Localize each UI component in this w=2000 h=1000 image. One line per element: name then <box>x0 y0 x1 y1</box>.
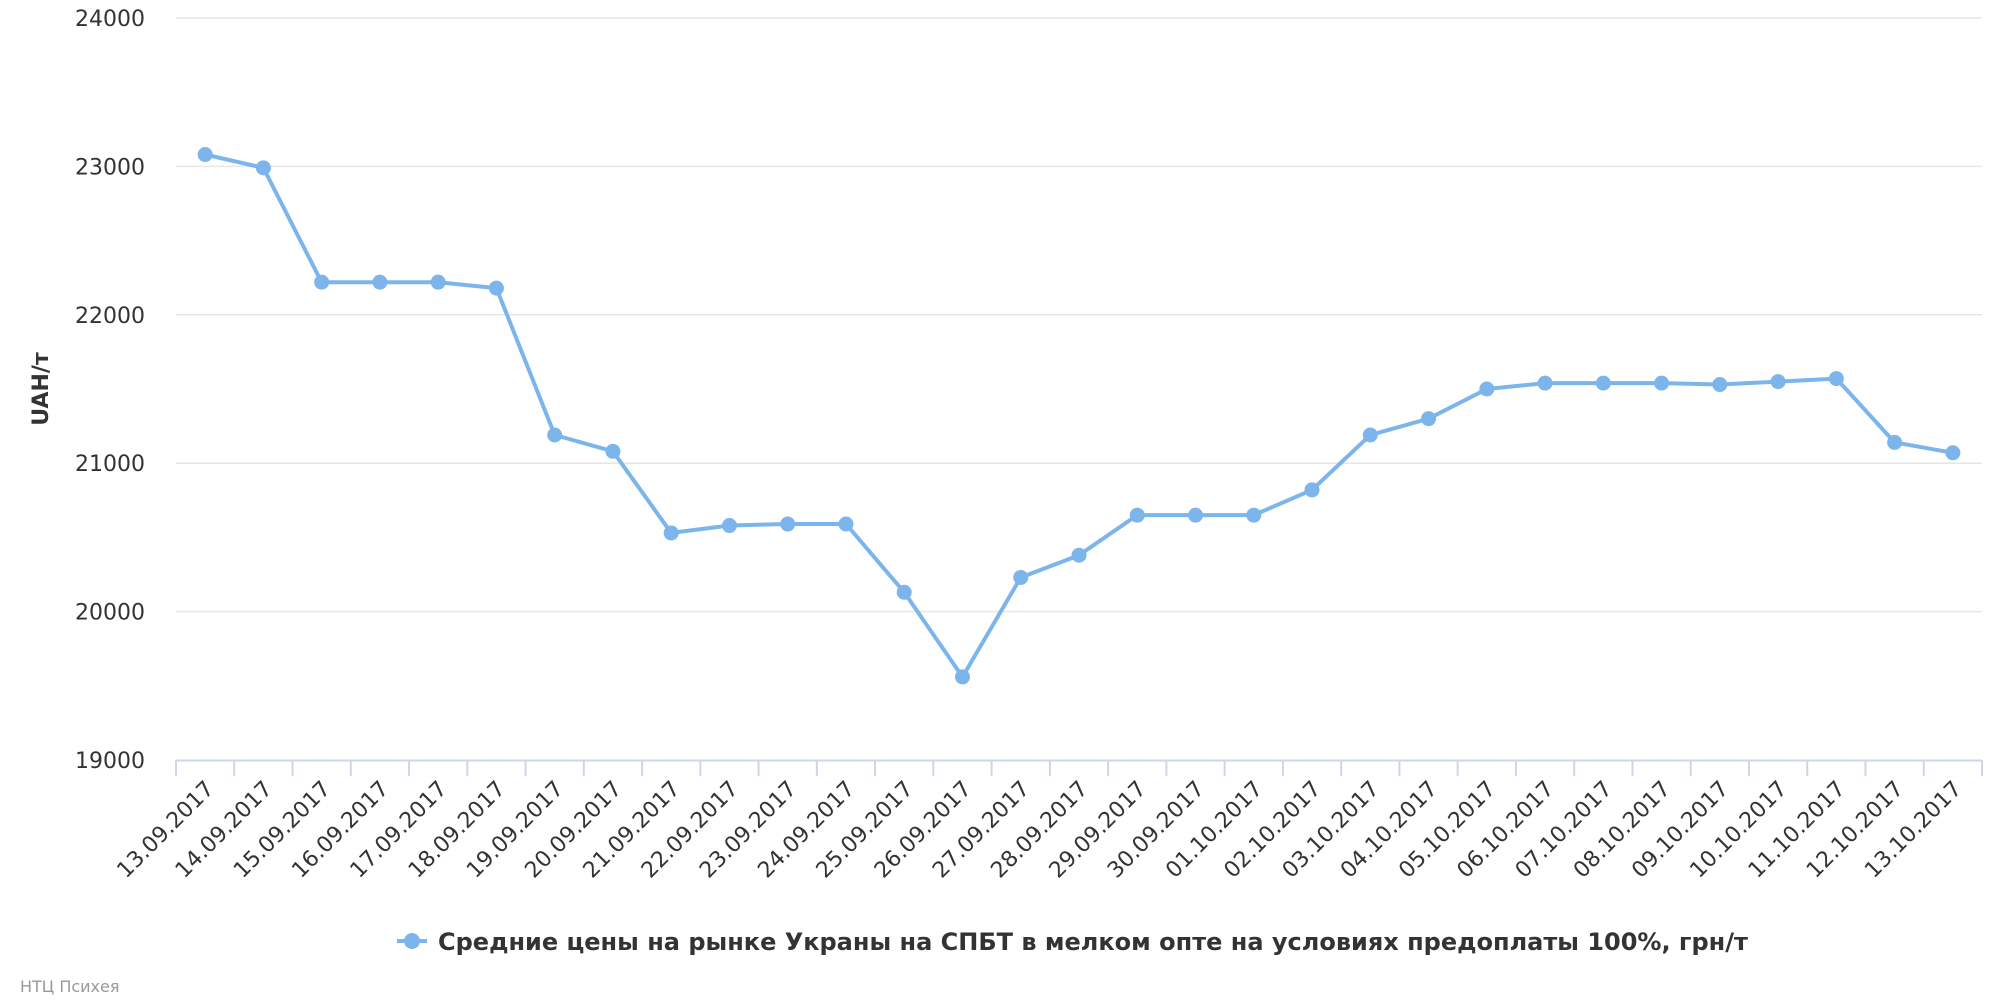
legend[interactable]: Средние цены на рынке Украны на СПБТ в м… <box>397 928 1748 956</box>
data-point[interactable] <box>1129 507 1145 523</box>
data-point[interactable] <box>547 427 563 443</box>
data-point[interactable] <box>721 518 737 534</box>
data-point[interactable] <box>1362 427 1378 443</box>
data-point[interactable] <box>780 516 796 532</box>
data-point[interactable] <box>1071 547 1087 563</box>
data-point[interactable] <box>1246 507 1262 523</box>
data-point[interactable] <box>1479 381 1495 397</box>
data-point[interactable] <box>1595 375 1611 391</box>
data-point[interactable] <box>255 160 271 176</box>
y-tick-label: 24000 <box>75 7 145 32</box>
grid-lines <box>176 17 1982 613</box>
y-tick-label: 23000 <box>75 155 145 180</box>
data-point[interactable] <box>1654 375 1670 391</box>
y-tick-label: 22000 <box>75 304 145 329</box>
data-point[interactable] <box>663 525 679 541</box>
data-point[interactable] <box>896 584 912 600</box>
series-group <box>197 147 1961 685</box>
data-point[interactable] <box>1887 434 1903 450</box>
data-point[interactable] <box>488 280 504 296</box>
data-point[interactable] <box>838 516 854 532</box>
data-point[interactable] <box>1770 374 1786 390</box>
x-axis-ticks: 13.09.201714.09.201715.09.201716.09.2017… <box>113 777 1967 884</box>
data-point[interactable] <box>605 443 621 459</box>
data-point[interactable] <box>1421 411 1437 427</box>
series-line <box>203 152 1955 679</box>
y-axis-ticks: 19000 20000 21000 22000 23000 24000 <box>75 7 145 774</box>
x-axis <box>175 759 1983 776</box>
y-tick-label: 19000 <box>75 749 145 774</box>
data-point[interactable] <box>954 669 970 685</box>
data-point[interactable] <box>1945 445 1961 461</box>
data-point[interactable] <box>314 274 330 290</box>
credits-text[interactable]: НТЦ Психея <box>20 977 119 996</box>
data-point[interactable] <box>1537 375 1553 391</box>
y-tick-label: 21000 <box>75 452 145 477</box>
y-axis-label: UAH/т <box>29 352 54 426</box>
data-point[interactable] <box>1188 507 1204 523</box>
data-point[interactable] <box>372 274 388 290</box>
data-point[interactable] <box>1013 569 1029 585</box>
data-point[interactable] <box>1712 377 1728 393</box>
data-point[interactable] <box>430 274 446 290</box>
y-tick-label: 20000 <box>75 601 145 626</box>
data-point[interactable] <box>1828 371 1844 387</box>
legend-series-marker <box>404 933 420 949</box>
legend-series-label[interactable]: Средние цены на рынке Украны на СПБТ в м… <box>438 928 1748 956</box>
data-point[interactable] <box>1304 482 1320 498</box>
data-point[interactable] <box>197 147 213 163</box>
